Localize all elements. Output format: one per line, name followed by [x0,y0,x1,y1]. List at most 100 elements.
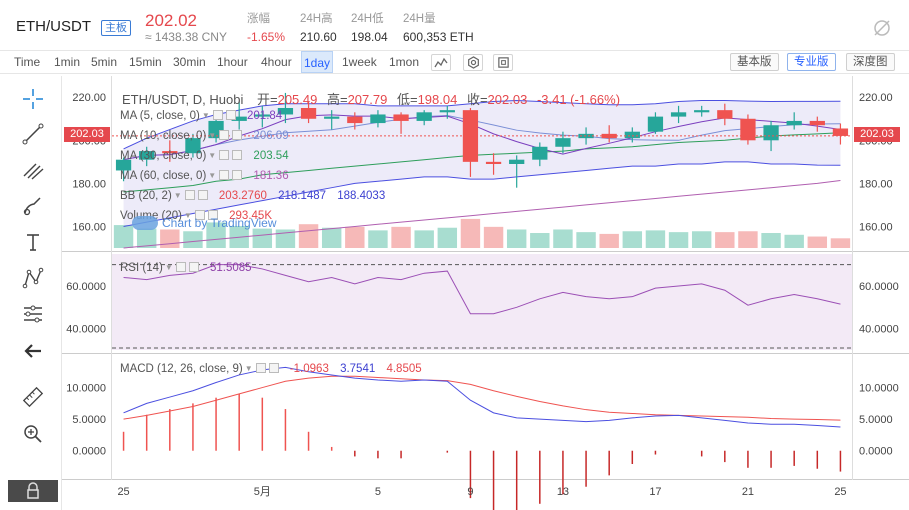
bb-legend[interactable]: BB (20, 2) ▼ 203.2760 218.1487 188.4033 [120,190,386,202]
depth-chart-button[interactable]: 深度图 [846,53,895,71]
tf-30min[interactable]: 30min [173,55,206,69]
ma10-line [123,115,841,161]
price-tick-right: 220.00 [859,92,893,104]
volume-bar [206,222,226,248]
candle-body [393,114,409,121]
ma60-legend[interactable]: MA (60, close, 0) ▼ 181.36 [120,170,289,182]
candle-body [324,116,340,119]
ma5-legend[interactable]: MA (5, close, 0) ▼ 201.84 [120,110,283,122]
board-badge: 主板 [101,20,131,36]
volume-bar [530,233,550,248]
candle-body [277,108,294,115]
tf-4hour[interactable]: 4hour [261,55,292,69]
volume-bar [414,230,434,248]
rsi-legend[interactable]: RSI (14) ▼ 51.5085 [120,262,252,274]
ma10-legend[interactable]: MA (10, close, 0) ▼ 206.09 [120,130,289,142]
volume-bar [113,225,134,248]
trendline-icon[interactable] [20,121,46,147]
candle-body [162,151,178,154]
candle-body [231,116,247,121]
rsi-tick-right: 40.0000 [859,324,899,336]
tf-time[interactable]: Time [14,55,41,69]
candle-body [439,110,455,113]
crosshair-icon[interactable] [20,86,46,112]
volume-bar [506,229,527,248]
candle-body [740,118,756,141]
price-chart[interactable]: 220.00220.00200.00200.00180.00180.00160.… [62,76,909,510]
time-tick: 25 [117,486,129,498]
rsi-pane-bg [112,254,852,350]
candle-body [809,120,825,126]
macd-tick-right: 10.0000 [859,383,899,395]
volume-bar [183,231,203,248]
tf-15min[interactable]: 15min [129,55,162,69]
tf-1min[interactable]: 1min [54,55,81,69]
ruler-icon[interactable] [20,384,46,410]
pattern-icon[interactable] [20,265,46,291]
candle-body [647,116,664,132]
candle-body [416,112,432,121]
fib-icon[interactable] [20,156,46,182]
macd-tick-left: 10.0000 [66,383,106,395]
lock-icon [27,482,39,499]
last-price: 202.02 [145,11,197,30]
rsi-tick-left: 60.0000 [66,281,106,293]
hide-icon[interactable] [872,18,892,38]
chart-toolbar: Time 1min 5min 15min 30min 1hour 4hour 1… [0,50,909,74]
volume-bar [345,226,365,248]
volume-bar [668,232,689,248]
volume-bar [460,218,481,248]
candle-body [532,146,548,160]
tf-1hour[interactable]: 1hour [217,55,248,69]
stat-change: 涨幅 -1.65% [247,13,286,44]
price-tick-left: 160.00 [72,221,106,233]
tf-1day[interactable]: 1day [301,51,334,73]
volume-bar [275,229,296,248]
macd-legend[interactable]: MACD (12, 26, close, 9) ▼ -1.0963 3.7541 … [120,363,422,375]
indicator-icon[interactable] [431,54,451,71]
price-tick-right: 160.00 [859,221,893,233]
volume-bar [645,230,666,248]
back-arrow-icon[interactable] [20,338,46,364]
zoom-in-icon[interactable] [20,421,46,447]
ma30-line [123,132,841,193]
ma60-line [123,179,841,249]
volume-bar [437,227,458,248]
macd-signal-line [123,375,841,421]
time-tick: 21 [742,486,754,498]
tradingview-watermark[interactable]: Chart by TradingView [132,216,277,230]
volume-bar [321,227,342,248]
volume-bar [391,226,411,248]
macd-tick-right: 0.0000 [859,446,893,458]
text-icon[interactable] [20,229,46,255]
lock-toggle[interactable] [8,480,58,502]
settings-icon[interactable] [463,54,483,71]
brush-icon[interactable] [20,193,46,219]
tf-5min[interactable]: 5min [91,55,118,69]
candle-body [300,108,317,119]
pro-view-button[interactable]: 专业版 [787,53,836,71]
bb-upper-line [123,99,841,150]
price-tick-left: 180.00 [72,178,106,190]
time-tick: 5 [375,486,381,498]
basic-view-button[interactable]: 基本版 [730,53,779,71]
candle-body [485,161,502,164]
volume-bar [715,232,735,248]
volume-bar [576,232,596,248]
tf-1mon[interactable]: 1mon [389,55,420,69]
drawing-toolbar [0,76,62,510]
tf-1week[interactable]: 1week [342,55,377,69]
measure-icon[interactable] [20,301,46,327]
candle-body [786,120,802,126]
tradingview-logo-icon [132,216,158,230]
volume-bar [830,238,851,248]
volume-bar [136,228,157,248]
candle-body [578,133,594,139]
fullscreen-icon[interactable] [493,54,513,71]
macd-line [123,366,841,428]
price-tick-left: 220.00 [72,92,106,104]
stat-low: 24H低 198.04 [351,13,388,44]
ma30-legend[interactable]: MA (30, close, 0) ▼ 203.54 [120,150,289,162]
pair-name[interactable]: ETH/USDT [16,18,91,35]
